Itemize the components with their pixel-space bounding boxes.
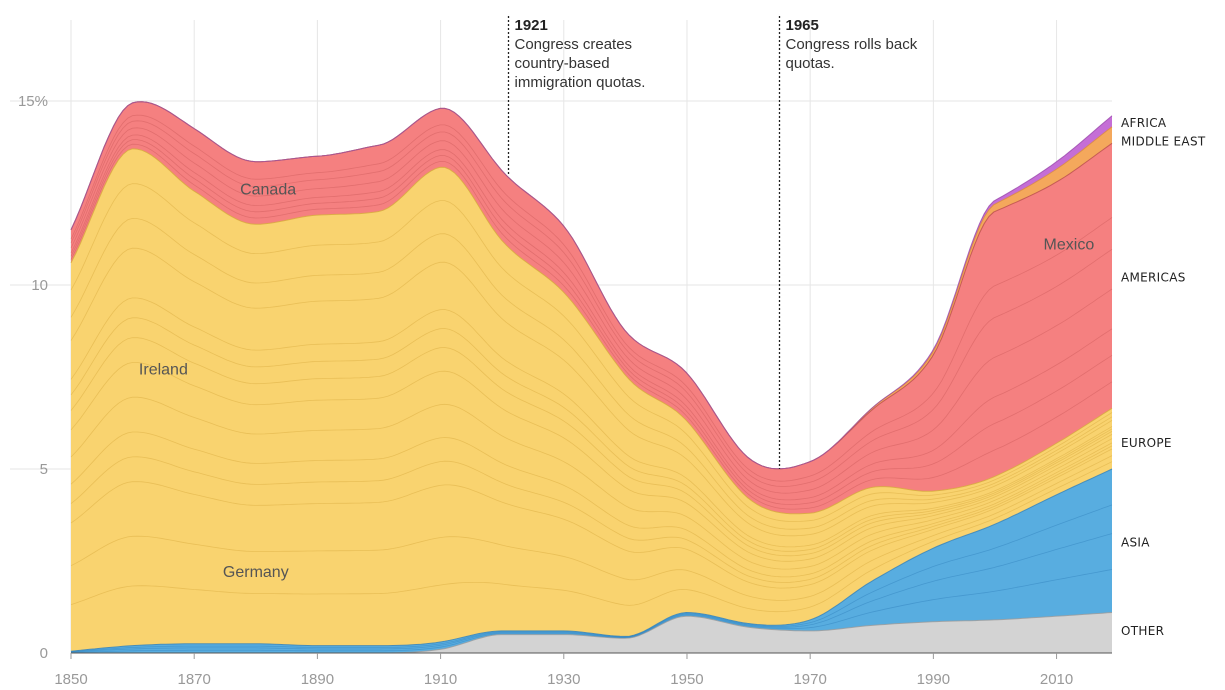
annotation-text: Congress rolls back bbox=[786, 36, 918, 53]
area-label-germany: Germany bbox=[223, 564, 289, 581]
subline bbox=[70, 431, 1113, 578]
subline bbox=[70, 297, 1113, 548]
outline-africa bbox=[70, 101, 1113, 470]
area-label-mexico: Mexico bbox=[1044, 237, 1095, 254]
outline-europe bbox=[70, 148, 1113, 515]
y-tick-label: 10 bbox=[31, 277, 48, 294]
region-label-other: OTHER bbox=[1121, 624, 1164, 638]
region-label-europe: EUROPE bbox=[1121, 436, 1172, 450]
annotations: 1921 Congress creates country-based immigra… bbox=[507, 16, 918, 469]
subline bbox=[70, 134, 1113, 501]
annotation-text: immigration quotas. bbox=[515, 74, 646, 91]
annotation-year: 1965 bbox=[786, 17, 819, 34]
subline bbox=[70, 217, 1113, 530]
subline bbox=[70, 445, 1113, 583]
subline bbox=[70, 337, 1113, 557]
y-tick-label: 5 bbox=[40, 461, 48, 478]
subline bbox=[70, 569, 1113, 653]
country-sublines bbox=[70, 114, 1113, 653]
subline bbox=[70, 247, 1113, 537]
subline bbox=[70, 362, 1113, 562]
region-label-americas: AMERICAS bbox=[1121, 271, 1186, 285]
area-other bbox=[71, 612, 1112, 653]
subline bbox=[70, 461, 1113, 613]
subline bbox=[70, 183, 1113, 522]
subline bbox=[70, 143, 1113, 510]
subline bbox=[70, 396, 1113, 570]
x-axis: 1850 1870 1890 1910 1930 1950 1970 1990 2010 bbox=[54, 653, 1073, 688]
x-tick-label: 1970 bbox=[793, 671, 826, 688]
area-asia bbox=[71, 469, 1112, 653]
region-label-middle-east: MIDDLE EAST bbox=[1121, 134, 1206, 148]
subline bbox=[70, 504, 1113, 652]
x-tick-label: 2010 bbox=[1040, 671, 1073, 688]
subline bbox=[70, 533, 1113, 653]
y-tick-label: 0 bbox=[40, 645, 48, 662]
subline bbox=[70, 448, 1113, 589]
subline bbox=[70, 317, 1113, 552]
region-legend: AFRICA MIDDLE EAST AMERICAS EUROPE ASIA OTHER bbox=[1121, 116, 1206, 638]
annotation-year: 1921 bbox=[515, 17, 548, 34]
x-tick-label: 1990 bbox=[917, 671, 950, 688]
annotation-text: Congress creates bbox=[515, 36, 633, 53]
y-axis: 0 5 10 15% bbox=[18, 93, 48, 662]
area-americas bbox=[71, 101, 1112, 514]
y-tick-label: 15% bbox=[18, 93, 48, 110]
subline bbox=[70, 139, 1113, 505]
subline bbox=[70, 455, 1113, 601]
subline bbox=[70, 127, 1113, 494]
area-europe bbox=[71, 148, 1112, 652]
region-label-asia: ASIA bbox=[1121, 536, 1150, 550]
x-tick-label: 1950 bbox=[670, 671, 703, 688]
x-tick-label: 1870 bbox=[178, 671, 211, 688]
x-tick-label: 1850 bbox=[54, 671, 87, 688]
subline bbox=[70, 114, 1113, 482]
region-label-africa: AFRICA bbox=[1121, 116, 1167, 130]
subline bbox=[70, 120, 1113, 487]
area-label-canada: Canada bbox=[240, 181, 296, 198]
area-labels: Canada Ireland Germany Mexico bbox=[139, 181, 1094, 581]
x-tick-label: 1890 bbox=[301, 671, 334, 688]
area-label-ireland: Ireland bbox=[139, 362, 188, 379]
outline-asia bbox=[70, 468, 1113, 652]
stacked-areas bbox=[70, 101, 1113, 654]
x-tick-label: 1930 bbox=[547, 671, 580, 688]
x-tick-label: 1910 bbox=[424, 671, 457, 688]
annotation-text: quotas. bbox=[786, 55, 835, 72]
annotation-text: country-based bbox=[515, 55, 610, 72]
